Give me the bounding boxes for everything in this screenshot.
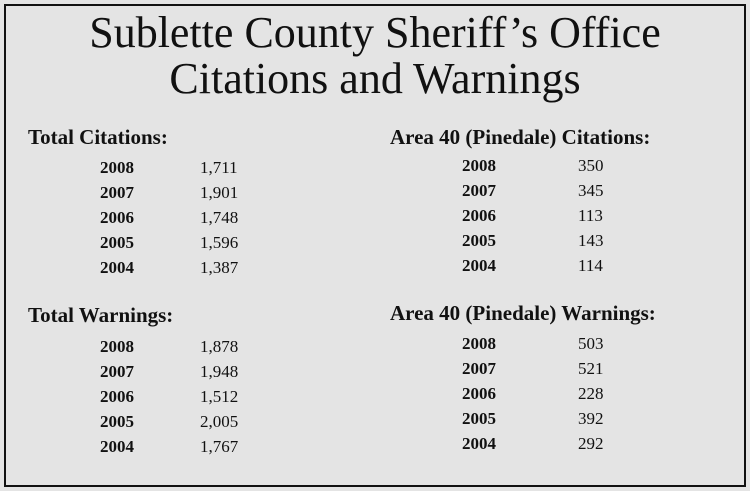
row-value: 503	[578, 334, 604, 353]
row-year: 2007	[100, 362, 134, 381]
row-value: 1,878	[200, 337, 239, 356]
row-year: 2008	[100, 158, 134, 177]
row-value: 1,901	[200, 183, 239, 202]
section-heading: Area 40 (Pinedale) Citations:	[390, 125, 651, 149]
title-line: Sublette County Sheriff’s Office	[89, 8, 661, 57]
row-year: 2004	[100, 258, 134, 277]
row-year: 2005	[100, 412, 134, 431]
row-year: 2008	[100, 337, 134, 356]
row-value: 1,596	[200, 233, 239, 252]
row-value: 1,711	[200, 158, 238, 177]
row-value: 1,748	[200, 208, 239, 227]
row-value: 1,387	[200, 258, 239, 277]
row-year: 2006	[462, 384, 496, 403]
row-year: 2004	[100, 437, 134, 456]
title-line: Citations and Warnings	[169, 54, 581, 103]
row-value: 114	[578, 256, 603, 275]
row-year: 2008	[462, 156, 496, 175]
row-value: 1,512	[200, 387, 239, 406]
row-year: 2006	[100, 208, 134, 227]
row-year: 2004	[462, 256, 496, 275]
row-year: 2007	[462, 359, 496, 378]
row-year: 2005	[100, 233, 134, 252]
row-value: 1,948	[200, 362, 239, 381]
row-year: 2008	[462, 334, 496, 353]
row-year: 2004	[462, 434, 496, 453]
row-value: 1,767	[200, 437, 239, 456]
row-year: 2007	[462, 181, 496, 200]
section-heading: Total Warnings:	[28, 303, 174, 327]
row-value: 392	[578, 409, 604, 428]
row-value: 292	[578, 434, 604, 453]
row-value: 143	[578, 231, 604, 250]
row-year: 2006	[100, 387, 134, 406]
row-year: 2005	[462, 231, 496, 250]
row-year: 2005	[462, 409, 496, 428]
row-value: 345	[578, 181, 604, 200]
row-value: 113	[578, 206, 603, 225]
row-value: 350	[578, 156, 604, 175]
row-value: 228	[578, 384, 604, 403]
row-year: 2007	[100, 183, 134, 202]
row-value: 2,005	[200, 412, 239, 431]
row-year: 2006	[462, 206, 496, 225]
frame	[4, 4, 746, 487]
row-value: 521	[578, 359, 604, 378]
section-heading: Area 40 (Pinedale) Warnings:	[390, 301, 656, 325]
section-heading: Total Citations:	[28, 125, 168, 149]
